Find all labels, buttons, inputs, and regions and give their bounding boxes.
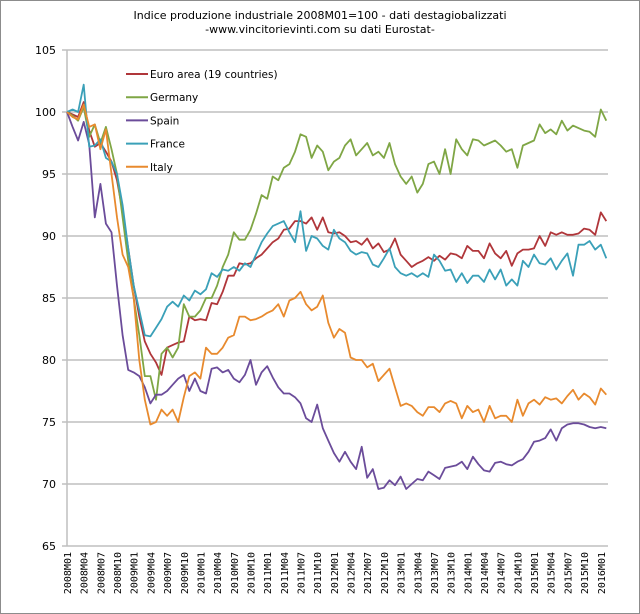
x-tick-label: 2008M07	[96, 552, 107, 594]
x-axis: 2008M01 2008M04 2008M07 2008M10 2009M01 2009M…	[63, 545, 608, 594]
y-axis: 65 70 75 80 85 90 95 100 105	[35, 44, 68, 553]
y-tick-label: 90	[42, 230, 56, 243]
series-line-italy	[66, 103, 607, 426]
x-tick-label: 2015M10	[580, 552, 591, 594]
x-tick-label: 2009M01	[130, 552, 141, 594]
legend-item: France	[126, 139, 185, 151]
x-tick-label: 2014M04	[480, 552, 491, 594]
y-tick-label: 75	[42, 416, 56, 429]
legend-item: Germany	[126, 92, 198, 104]
x-tick-label: 2011M01	[263, 552, 274, 594]
x-tick-label: 2012M10	[380, 552, 391, 594]
y-tick-label: 85	[42, 292, 56, 305]
x-tick-label: 2015M04	[547, 552, 558, 594]
x-tick-label: 2009M10	[180, 552, 191, 594]
x-tick-label: 2015M01	[530, 552, 541, 594]
legend: Euro area (19 countries) Germany Spain Fran…	[126, 69, 278, 174]
x-tick-label: 2014M07	[497, 552, 508, 594]
series-line-germany	[66, 106, 608, 401]
y-tick-label: 80	[42, 354, 56, 367]
y-tick-label: 100	[35, 106, 56, 119]
legend-label: Spain	[150, 115, 179, 127]
y-tick-label: 70	[42, 478, 56, 491]
chart-title: Indice produzione industriale 2008M01=10…	[133, 9, 507, 22]
legend-label: Italy	[150, 162, 173, 174]
x-tick-label: 2011M04	[280, 552, 291, 594]
x-tick-label: 2010M01	[196, 552, 207, 594]
x-tick-label: 2010M07	[230, 552, 241, 594]
legend-item: Euro area (19 countries)	[126, 69, 278, 81]
legend-label: Germany	[150, 92, 198, 104]
x-tick-label: 2008M10	[113, 552, 124, 594]
x-tick-label: 2011M10	[313, 552, 324, 594]
x-tick-label: 2010M10	[246, 552, 257, 594]
x-tick-label: 2013M10	[447, 552, 458, 594]
y-tick-label: 65	[42, 540, 56, 553]
y-tick-label: 95	[42, 168, 56, 181]
x-tick-label: 2008M04	[80, 552, 91, 594]
x-tick-label: 2013M01	[397, 552, 408, 594]
x-tick-label: 2012M07	[363, 552, 374, 594]
x-tick-label: 2016M01	[597, 552, 608, 594]
gridlines	[67, 49, 608, 485]
x-tick-label: 2009M07	[163, 552, 174, 594]
x-tick-label: 2009M04	[146, 552, 157, 594]
chart-subtitle: -www.vincitorievinti.com su dati Eurosta…	[205, 23, 435, 36]
x-tick-label: 2010M04	[213, 552, 224, 594]
x-tick-label: 2015M07	[563, 552, 574, 594]
x-tick-label: 2013M04	[413, 552, 424, 594]
x-tick-label: 2014M01	[463, 552, 474, 594]
x-tick-label: 2014M10	[513, 552, 524, 594]
x-tick-label: 2011M07	[297, 552, 308, 594]
legend-label: Euro area (19 countries)	[150, 69, 278, 81]
series-line-france	[66, 83, 608, 338]
legend-item: Italy	[126, 162, 173, 174]
x-tick-label: 2012M01	[330, 552, 341, 594]
x-tick-label: 2013M07	[430, 552, 441, 594]
y-tick-label: 105	[35, 44, 56, 57]
legend-label: France	[150, 139, 185, 151]
chart-title-block: Indice produzione industriale 2008M01=10…	[0, 9, 640, 37]
series-lines	[66, 83, 608, 490]
series-line-spain	[66, 111, 607, 490]
x-tick-label: 2008M01	[63, 552, 74, 594]
x-tick-label: 2012M04	[347, 552, 358, 594]
legend-item: Spain	[126, 115, 179, 127]
